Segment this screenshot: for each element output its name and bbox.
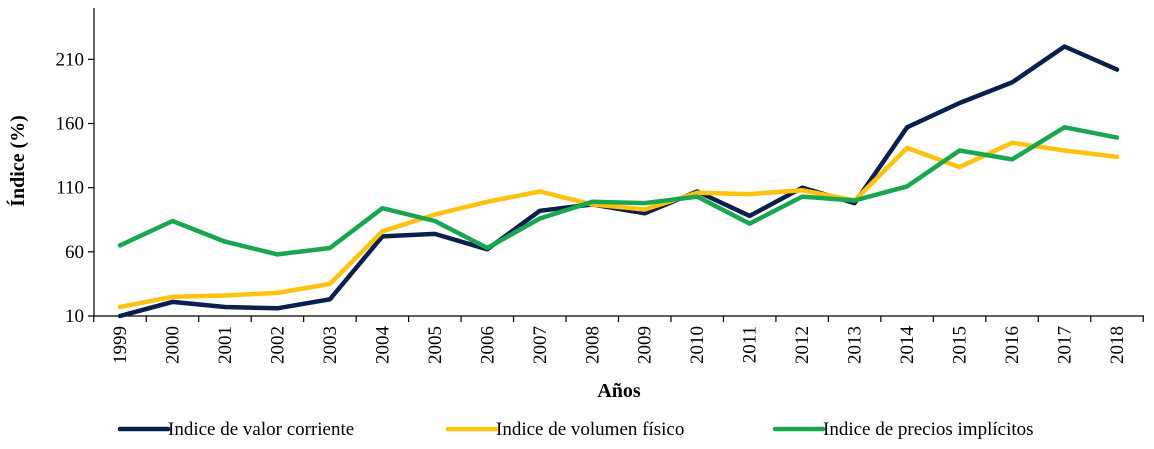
x-tick-label: 2003 (320, 326, 341, 364)
y-tick-label: 10 (65, 306, 84, 327)
x-tick-label: 2010 (687, 326, 708, 364)
x-tick-label: 2007 (530, 326, 551, 364)
x-tick-label: 2012 (792, 326, 813, 364)
axes (93, 8, 1144, 317)
y-ticks: 10 60 110 160 210 (56, 49, 94, 327)
series-lines (117, 44, 1120, 319)
x-tick-label: 2006 (477, 326, 498, 364)
y-tick-label: 110 (56, 178, 84, 199)
x-ticks: 1999 2000 2001 2002 2003 2004 2005 2006 2007 2008… (93, 316, 1144, 365)
legend: Indice de valor corriente Indice de volum… (117, 419, 1034, 440)
x-tick-label: 2018 (1107, 326, 1128, 364)
x-tick-label: 2014 (897, 326, 918, 365)
x-tick-label: 2016 (1002, 326, 1023, 364)
y-axis-title: Índice (%) (6, 115, 29, 207)
x-tick-label: 2017 (1055, 326, 1076, 364)
legend-label: Indice de volumen físico (496, 419, 684, 440)
x-tick-label: 2008 (582, 326, 603, 364)
x-tick-label: 1999 (110, 326, 131, 364)
x-tick-label: 2009 (635, 326, 656, 364)
y-tick-label: 60 (65, 242, 84, 263)
legend-label: Indice de precios implícitos (823, 419, 1034, 440)
x-tick-label: 2005 (425, 326, 446, 364)
x-tick-label: 2011 (740, 326, 761, 363)
series-line-3 (117, 125, 1120, 257)
y-tick-label: 210 (56, 49, 85, 70)
x-tick-label: 2013 (845, 326, 866, 364)
series-line-2 (117, 140, 1120, 310)
x-tick-label: 2001 (215, 326, 236, 364)
x-tick-label: 2000 (162, 326, 183, 364)
legend-label: Indice de valor corriente (168, 419, 354, 440)
x-tick-label: 2004 (372, 326, 393, 365)
x-tick-label: 2015 (950, 326, 971, 364)
series-line-1 (117, 44, 1120, 319)
x-tick-label: 2002 (267, 326, 288, 364)
y-tick-label: 160 (56, 114, 85, 135)
x-axis-title: Años (597, 380, 641, 402)
